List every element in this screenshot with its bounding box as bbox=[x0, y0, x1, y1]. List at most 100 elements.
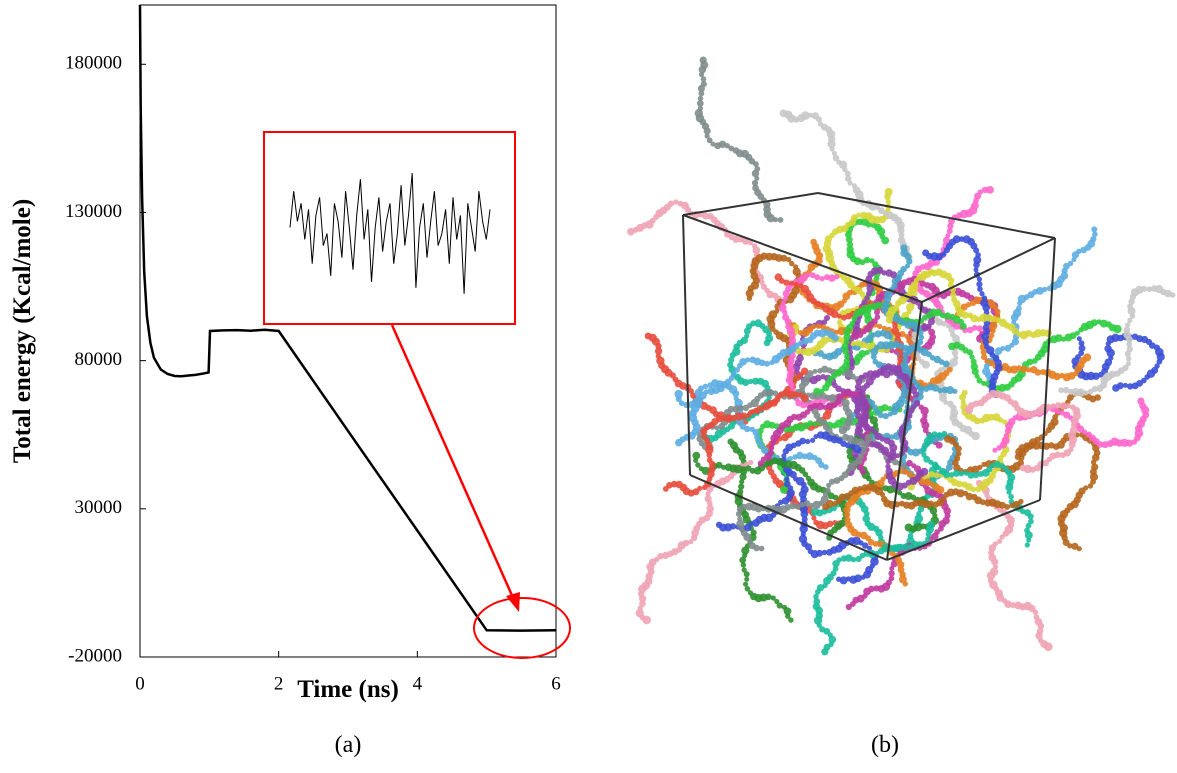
atom bbox=[731, 370, 737, 377]
line bbox=[138, 4, 557, 632]
atom bbox=[844, 369, 854, 378]
atom bbox=[673, 199, 679, 205]
atom bbox=[1126, 346, 1133, 353]
y-tick-label: 180000 bbox=[65, 53, 122, 74]
atom bbox=[918, 334, 925, 341]
atom bbox=[749, 356, 756, 364]
atom bbox=[1170, 292, 1176, 298]
atom bbox=[812, 421, 818, 427]
atom bbox=[1000, 346, 1006, 351]
atom bbox=[953, 355, 959, 361]
atom bbox=[943, 247, 950, 254]
atom bbox=[732, 147, 740, 154]
atom bbox=[941, 386, 949, 394]
atom bbox=[819, 302, 826, 309]
atom bbox=[1092, 231, 1098, 238]
atom bbox=[706, 137, 713, 144]
atom bbox=[991, 558, 999, 566]
atom bbox=[945, 233, 951, 239]
atom bbox=[752, 184, 759, 192]
atom bbox=[1054, 408, 1061, 415]
atom bbox=[876, 227, 886, 236]
atom bbox=[966, 326, 974, 334]
atom bbox=[868, 426, 875, 432]
atom bbox=[832, 154, 840, 162]
atom bbox=[764, 360, 771, 367]
atom bbox=[873, 441, 881, 449]
atom bbox=[1123, 330, 1132, 339]
atom bbox=[804, 543, 813, 551]
atom bbox=[809, 502, 815, 509]
atom bbox=[1026, 367, 1032, 373]
atom bbox=[925, 536, 931, 542]
atom bbox=[736, 506, 744, 513]
atom bbox=[824, 315, 830, 321]
atom bbox=[757, 460, 764, 467]
atom bbox=[1137, 397, 1145, 405]
atom bbox=[910, 281, 919, 289]
atom bbox=[845, 554, 853, 562]
atom bbox=[739, 479, 745, 485]
atom bbox=[1125, 361, 1131, 367]
atom bbox=[739, 473, 747, 481]
atom bbox=[744, 586, 751, 592]
atom bbox=[882, 370, 891, 379]
atom bbox=[785, 323, 791, 330]
atom bbox=[966, 349, 974, 356]
atom bbox=[801, 337, 809, 345]
atom bbox=[903, 469, 909, 475]
atom bbox=[803, 500, 811, 507]
atom bbox=[638, 595, 647, 603]
atom bbox=[1122, 364, 1129, 372]
atom bbox=[706, 485, 714, 493]
atom bbox=[837, 327, 846, 336]
atom bbox=[874, 314, 881, 320]
atom bbox=[816, 622, 822, 628]
atom bbox=[930, 252, 939, 261]
atom bbox=[804, 347, 813, 357]
atom bbox=[782, 313, 790, 321]
atom bbox=[817, 368, 823, 374]
atom bbox=[791, 286, 800, 295]
atom bbox=[795, 440, 802, 447]
atom bbox=[1108, 370, 1117, 378]
atom bbox=[927, 318, 935, 326]
atom bbox=[897, 236, 906, 244]
atom bbox=[835, 385, 842, 393]
atom bbox=[843, 506, 851, 514]
atom bbox=[748, 240, 753, 246]
atom bbox=[749, 426, 755, 432]
atom bbox=[801, 328, 810, 337]
atom bbox=[946, 386, 955, 395]
atom bbox=[826, 482, 832, 488]
atom bbox=[735, 511, 742, 517]
atom bbox=[1024, 531, 1033, 540]
atom bbox=[902, 357, 908, 363]
atom bbox=[881, 325, 887, 331]
atom bbox=[977, 464, 983, 470]
plot-frame bbox=[139, 4, 557, 658]
atom bbox=[900, 244, 908, 252]
atom bbox=[694, 109, 703, 118]
atom bbox=[892, 459, 899, 466]
box-edge bbox=[886, 301, 923, 561]
atom bbox=[906, 338, 912, 344]
atom bbox=[857, 464, 864, 471]
atom bbox=[747, 459, 754, 466]
atom bbox=[782, 448, 790, 455]
atom bbox=[975, 252, 981, 258]
box-edge bbox=[921, 237, 1056, 303]
atom bbox=[1060, 272, 1069, 280]
atom bbox=[782, 295, 789, 302]
atom bbox=[857, 485, 863, 492]
atom bbox=[770, 434, 779, 443]
atom bbox=[783, 607, 792, 616]
atom bbox=[856, 212, 862, 218]
atom bbox=[741, 567, 747, 573]
atom bbox=[946, 228, 953, 234]
atom bbox=[805, 272, 811, 278]
y-axis-label: Total energy (Kcal/mole) bbox=[9, 199, 36, 463]
atom bbox=[858, 540, 864, 546]
atom bbox=[888, 570, 895, 577]
